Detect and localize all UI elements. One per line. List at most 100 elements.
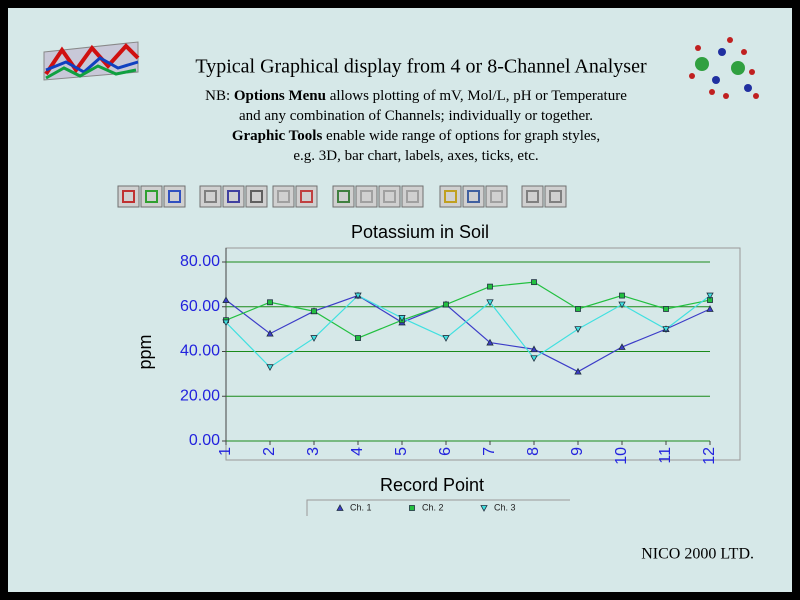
x-tick-label: 4 <box>349 447 366 456</box>
data-point <box>575 306 581 312</box>
data-point <box>531 279 537 286</box>
data-point <box>222 296 230 303</box>
data-point <box>266 364 274 371</box>
data-point <box>706 305 714 312</box>
button-face <box>245 185 268 208</box>
data-point <box>443 301 449 308</box>
toolbar-button[interactable] <box>355 185 378 208</box>
y-tick-label: 40.00 <box>180 343 220 360</box>
button-face <box>272 185 295 208</box>
legend-label: Ch. 2 <box>422 502 444 512</box>
note-line: NB: Options Menu allows plotting of mV, … <box>205 88 627 104</box>
note-segment: allows plotting of mV, Mol/L, pH or Temp… <box>326 88 627 104</box>
button-icon <box>168 190 181 203</box>
button-icon <box>337 190 350 203</box>
x-tick-label: 9 <box>569 447 586 456</box>
data-point <box>619 292 625 299</box>
data-point <box>267 299 273 306</box>
button-face <box>439 185 462 208</box>
button-icon <box>490 190 503 203</box>
y-tick-label: 0.00 <box>189 432 220 449</box>
button-face <box>485 185 508 208</box>
toolbar-button[interactable] <box>332 185 355 208</box>
button-icon <box>300 190 313 203</box>
button-icon <box>526 190 539 203</box>
y-tick-label: 60.00 <box>180 298 220 315</box>
x-tick-label: 6 <box>437 447 454 456</box>
company: NICO 2000 LTD. <box>641 546 754 563</box>
note-line: and any combination of Channels; individ… <box>239 108 593 124</box>
toolbar-button[interactable] <box>117 185 140 208</box>
button-face <box>140 185 163 208</box>
button-face <box>332 185 355 208</box>
data-point <box>311 308 317 315</box>
data-point <box>355 335 361 341</box>
data-point <box>663 306 669 312</box>
data-point <box>310 335 318 342</box>
button-icon <box>549 190 562 203</box>
y-tick-label: 20.00 <box>180 387 220 404</box>
data-point <box>530 355 538 363</box>
data-point <box>266 329 274 337</box>
button-icon <box>122 190 135 203</box>
toolbar <box>117 185 567 208</box>
toolbar-button[interactable] <box>295 185 318 208</box>
toolbar-button[interactable] <box>163 185 186 208</box>
legend-marker <box>409 505 415 511</box>
legend-marker <box>336 504 344 511</box>
x-tick-label: 3 <box>305 447 322 456</box>
data-point <box>574 367 582 375</box>
legend-label: Ch. 3 <box>494 502 516 512</box>
button-icon <box>360 190 373 203</box>
toolbar-button[interactable] <box>378 185 401 208</box>
toolbar-button[interactable] <box>544 185 567 208</box>
button-icon <box>227 190 240 203</box>
series-line <box>225 281 711 339</box>
toolbar-button[interactable] <box>199 185 222 208</box>
toolbar-button[interactable] <box>485 185 508 208</box>
button-icon <box>145 190 158 203</box>
toolbar-button[interactable] <box>222 185 245 208</box>
note-line: e.g. 3D, bar chart, labels, axes, ticks,… <box>293 148 538 164</box>
x-tick-label: 11 <box>657 447 674 464</box>
button-face <box>401 185 424 208</box>
toolbar-button[interactable] <box>140 185 163 208</box>
data-point <box>618 301 626 309</box>
x-tick-label: 1 <box>217 447 234 456</box>
x-tick-label: 5 <box>393 447 410 456</box>
logo-molecules <box>689 37 759 99</box>
toolbar-button[interactable] <box>462 185 485 208</box>
button-icon <box>277 190 290 203</box>
legend-label: Ch. 1 <box>350 502 372 512</box>
note-segment: NB: <box>205 88 234 104</box>
button-face <box>163 185 186 208</box>
toolbar-button[interactable] <box>521 185 544 208</box>
x-axis-label: Record Point <box>380 475 484 495</box>
toolbar-button[interactable] <box>245 185 268 208</box>
chart-title: Potassium in Soil <box>351 222 489 242</box>
button-icon <box>383 190 396 203</box>
data-point <box>442 335 450 342</box>
toolbar-button[interactable] <box>401 185 424 208</box>
button-face <box>295 185 318 208</box>
data-point <box>487 283 493 290</box>
legend-marker <box>480 505 488 512</box>
toolbar-button[interactable] <box>439 185 462 208</box>
button-face <box>544 185 567 208</box>
note-segment: enable wide range of options for graph s… <box>322 128 600 144</box>
button-face <box>378 185 401 208</box>
y-axis-label: ppm <box>135 334 155 369</box>
data-point <box>354 292 362 300</box>
x-tick-label: 2 <box>261 447 278 456</box>
toolbar-button[interactable] <box>272 185 295 208</box>
data-point <box>486 299 494 307</box>
button-face <box>222 185 245 208</box>
background <box>8 8 792 592</box>
data-point <box>618 343 626 350</box>
data-point <box>398 315 406 322</box>
data-point <box>574 326 582 333</box>
x-tick-label: 7 <box>481 447 498 456</box>
note-segment: e.g. 3D, bar chart, labels, axes, ticks,… <box>293 148 538 164</box>
